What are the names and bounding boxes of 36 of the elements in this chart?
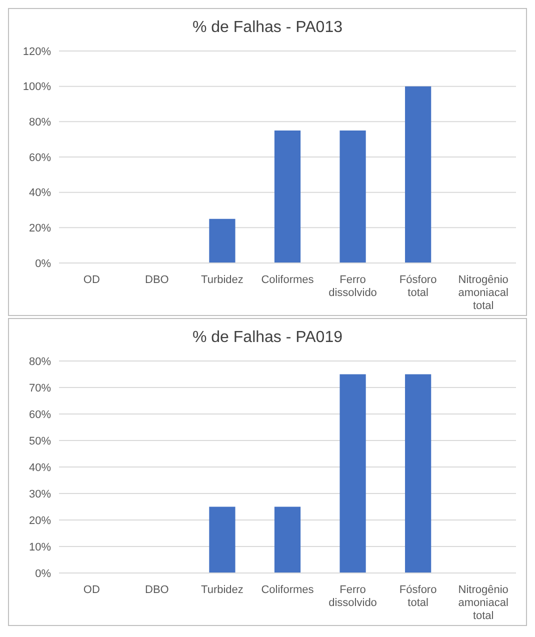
y-tick-label: 40%: [28, 187, 52, 200]
bar: [405, 86, 432, 263]
bar: [209, 218, 236, 263]
x-tick-label: Ferro dissolvido: [328, 584, 377, 609]
x-tick-label: DBO: [145, 584, 170, 596]
chart-title: % de Falhas - PA013: [191, 18, 344, 38]
y-tick-label: 0%: [35, 568, 52, 580]
y-tick-label: 50%: [28, 435, 52, 448]
x-tick-label: OD: [83, 584, 100, 596]
y-tick-label: 70%: [28, 382, 52, 394]
x-tick-label: OD: [83, 274, 100, 286]
bar: [274, 130, 301, 263]
x-tick-label: Ferro dissolvido: [328, 274, 377, 299]
y-tick-label: 100%: [22, 81, 52, 94]
x-tick-label: Nitrogênio amoniacal total: [458, 274, 508, 312]
x-tick-label: Coliformes: [261, 274, 314, 286]
x-tick-label: Fósforo total: [399, 274, 437, 299]
y-tick-label: 80%: [28, 356, 52, 368]
x-tick-label: Turbidez: [201, 274, 244, 286]
y-tick-label: 30%: [28, 488, 52, 500]
bar: [340, 130, 366, 263]
y-tick-label: 60%: [28, 152, 52, 164]
y-tick-label: 10%: [28, 541, 52, 554]
x-tick-label: Coliformes: [261, 584, 314, 596]
x-tick-label: DBO: [145, 274, 170, 286]
y-tick-label: 20%: [28, 222, 52, 235]
y-tick-label: 120%: [22, 46, 52, 58]
y-tick-label: 0%: [35, 258, 52, 270]
y-tick-label: 80%: [28, 116, 52, 129]
y-tick-label: 20%: [28, 514, 52, 527]
y-tick-label: 60%: [28, 408, 52, 421]
x-tick-label: Turbidez: [201, 584, 244, 596]
y-tick-label: 40%: [28, 462, 52, 474]
x-tick-label: Nitrogênio amoniacal total: [458, 584, 508, 622]
chart-title: % de Falhas - PA019: [191, 328, 344, 348]
x-tick-label: Fósforo total: [399, 584, 437, 609]
